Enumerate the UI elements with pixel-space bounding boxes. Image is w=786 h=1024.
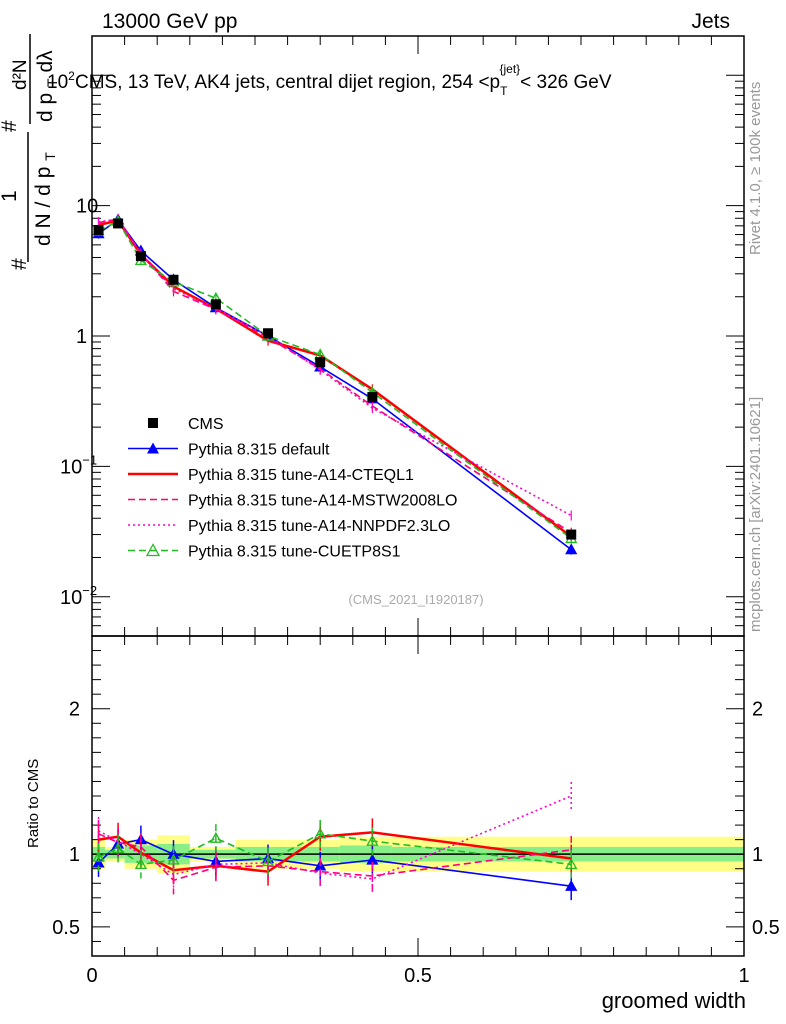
cms-data-point <box>113 218 124 229</box>
x-axis-label: groomed width <box>602 988 746 1013</box>
ratio-panel-frame <box>91 635 745 957</box>
title-prefix-exponent: 102 <box>47 69 75 93</box>
ratio-marker <box>366 834 379 846</box>
title-suffix: < 326 GeV <box>520 72 612 93</box>
y-axis-label-ratio: Ratio to CMS <box>25 759 42 848</box>
x-tick-label: 0 <box>86 965 97 987</box>
ylabel-dden-sub: T <box>44 78 60 87</box>
title-sub: T <box>500 84 508 98</box>
title-sup: {jet} <box>499 62 520 76</box>
y-tick-label: 10 <box>76 196 98 218</box>
legend-label: Pythia 8.315 tune-A14-MSTW2008LO <box>188 493 457 510</box>
cms-data-point <box>135 251 146 262</box>
ratio-marker <box>209 831 222 843</box>
ylabel-dden-tail: dλ <box>34 50 57 73</box>
x-tick-label: 0.5 <box>404 965 432 987</box>
ylabel-denominator-sub: T <box>42 152 58 161</box>
rivet-label: Rivet 4.1.0, ≥ 100k events <box>747 82 764 255</box>
ratio-line <box>98 795 572 880</box>
ratio-marker <box>261 855 275 867</box>
ratio-marker <box>565 858 578 870</box>
analysis-id: (CMS_2021_I1920187) <box>348 592 483 607</box>
svg-text:d p T dλ: d p T dλ <box>34 50 62 122</box>
ratio-marker <box>565 879 578 891</box>
ratio-y-tick-label-right: 1 <box>752 844 763 866</box>
ratio-marker <box>111 842 125 854</box>
svg-text:#: # <box>8 258 31 270</box>
ratio-y-tick-label-left: 0.5 <box>52 917 80 939</box>
cms-data-point <box>367 392 378 403</box>
ratio-marker <box>314 827 327 839</box>
ylabel-denominator: d N / d p <box>32 167 55 246</box>
series-marker <box>565 543 578 555</box>
series-line <box>98 220 572 540</box>
ratio-marker <box>167 853 180 865</box>
mcplots-label: mcplots.cern.ch [arXiv:2401.10621] <box>747 397 764 632</box>
y-tick-label: 10−2 <box>60 583 97 609</box>
legend-label: Pythia 8.315 default <box>188 442 330 459</box>
header-category: Jets <box>691 10 730 33</box>
svg-text:CMS, 13 TeV, AK4 jets, central: CMS, 13 TeV, AK4 jets, central dijet reg… <box>75 62 612 98</box>
y-tick-label: 1 <box>76 326 87 348</box>
legend-marker <box>145 543 161 557</box>
legend-label: Pythia 8.315 tune-A14-NNPDF2.3LO <box>188 518 450 535</box>
ratio-marker <box>92 850 105 862</box>
cms-data-point <box>210 299 221 310</box>
legend-marker-cms <box>148 418 158 428</box>
header-energy: 13000 GeV pp <box>102 10 237 33</box>
ylabel-hash-2: # <box>0 120 21 132</box>
plot-title: 102 CMS, 13 TeV, AK4 jets, central dijet… <box>47 62 612 98</box>
cms-data-point <box>93 225 104 236</box>
legend-label: CMS <box>188 416 224 433</box>
ylabel-dden: d p <box>34 93 57 122</box>
ratio-line <box>98 832 572 866</box>
plot-frames: 0 0.5 1 10−2 10−1 1 10 0.5 0.5 1 1 2 2 <box>52 35 780 987</box>
ratio-y-tick-label-left: 2 <box>69 699 80 721</box>
svg-text:d N / d p T: d N / d p T <box>32 152 58 246</box>
y-axis-label-top: # d N / d p T 1 # d²N d p T dλ <box>0 34 62 270</box>
series-layer <box>92 213 578 901</box>
legend: CMS Pythia 8.315 default Pythia 8.315 tune… <box>128 416 457 561</box>
cms-data-point <box>315 357 326 368</box>
cms-data-point <box>566 529 577 540</box>
cms-data-point <box>168 274 179 285</box>
cms-data-point <box>263 328 274 339</box>
y-tick-label: 10−1 <box>60 452 97 478</box>
legend-label: Pythia 8.315 tune-CUETP8S1 <box>188 544 401 561</box>
ylabel-numerator: 1 <box>0 190 21 202</box>
series-line <box>98 219 572 538</box>
ratio-y-tick-label-right: 2 <box>752 699 763 721</box>
ylabel-d2n: d²N <box>10 59 31 90</box>
ratio-y-tick-label-right: 0.5 <box>752 917 780 939</box>
legend-label: Pythia 8.315 tune-A14-CTEQL1 <box>188 467 414 484</box>
x-tick-label: 1 <box>738 965 749 987</box>
title-prefix: CMS, 13 TeV, AK4 jets, central dijet reg… <box>75 72 500 93</box>
ratio-marker <box>134 858 148 870</box>
ylabel-hash-1: # <box>8 258 31 270</box>
legend-marker <box>147 442 159 454</box>
ratio-y-tick-label-left: 1 <box>69 844 80 866</box>
